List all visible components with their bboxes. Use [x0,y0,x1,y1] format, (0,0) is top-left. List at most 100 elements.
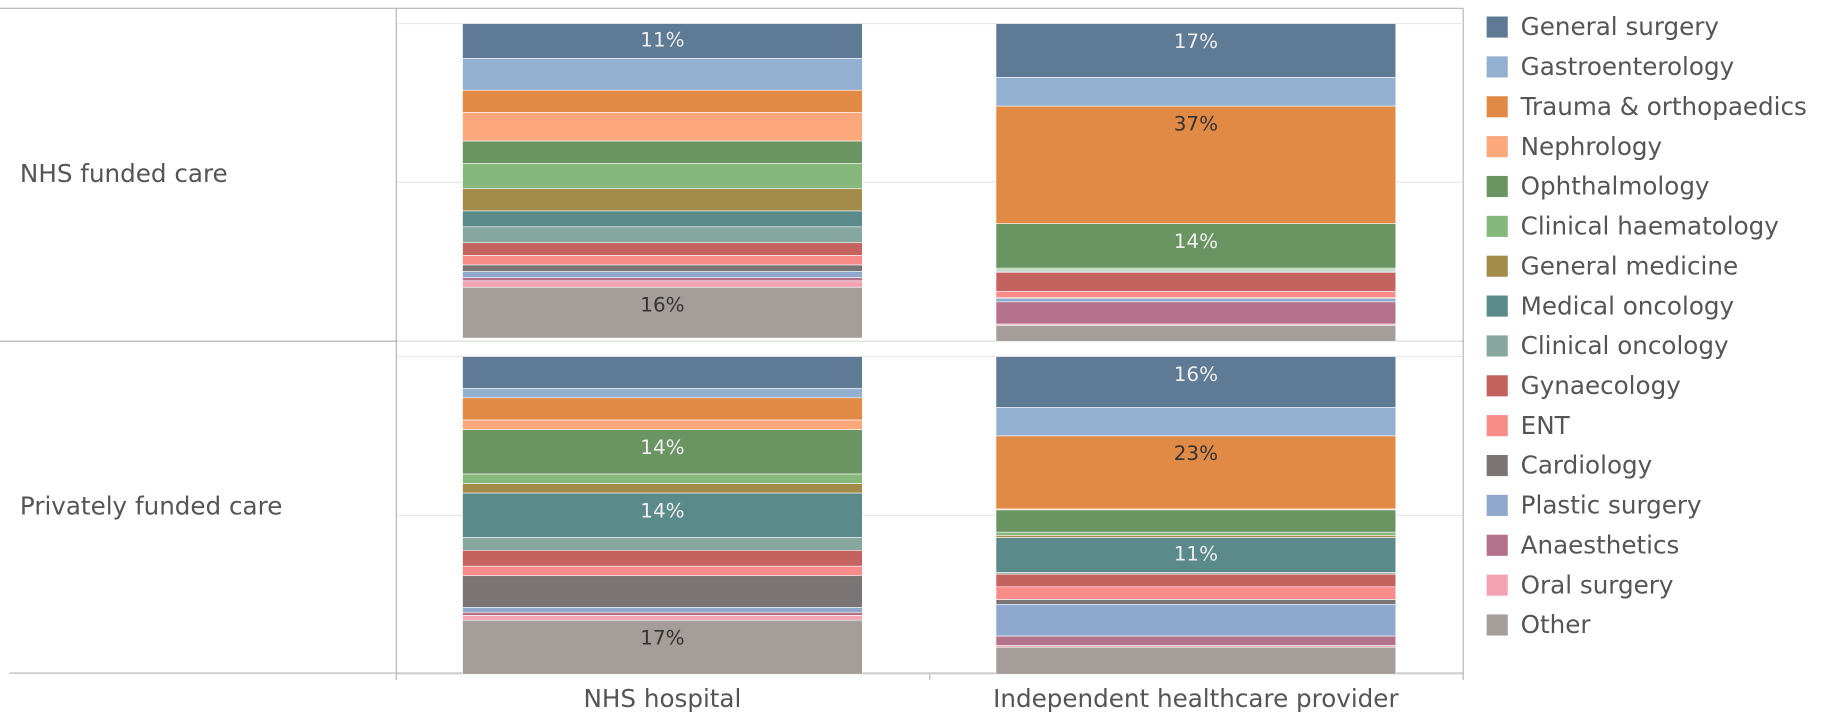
bar-segment [995,325,1397,342]
bar-segment [995,586,1397,600]
bar-segment [462,140,863,164]
legend-label: General surgery [1521,12,1719,41]
bar-segment [462,387,863,399]
bar-segment [462,611,863,616]
bar-segment [995,77,1397,107]
row-label: Privately funded care [20,492,282,521]
legend-swatch [1486,175,1508,198]
legend-label: Nephrology [1521,132,1662,161]
bar-segment [462,619,863,675]
legend-label: Gastroenterology [1521,52,1734,81]
legend-label: Clinical haematology [1521,212,1779,241]
bar-segment [462,112,863,142]
bar-segment [462,58,863,91]
bar-segment [462,473,863,484]
bar-segment [995,291,1397,299]
bar-segment [462,264,863,272]
bar-segment [462,255,863,266]
bar-segment [462,23,863,59]
legend-label: Plastic surgery [1521,491,1702,520]
bar-segment [995,635,1397,646]
legend-swatch [1486,614,1508,636]
legend-swatch [1486,454,1508,477]
legend-label: Trauma & orthopaedics [1520,92,1807,121]
bar-segment [462,226,863,244]
bar-segment [462,419,863,430]
legend-swatch [1486,534,1508,556]
bar-segment [995,105,1397,224]
legend-label: Anaesthetics [1521,530,1680,559]
legend-swatch [1486,96,1508,118]
legend-swatch [1486,255,1508,277]
value-label: 16% [1174,363,1218,386]
row-label: NHS funded care [20,159,228,188]
legend-label: Gynaecology [1521,371,1681,400]
bar-segment [462,615,863,621]
bar-segment [462,210,863,228]
legend-label: ENT [1521,411,1571,440]
value-label: 17% [640,626,684,649]
bar-segment [995,356,1397,408]
legend-swatch [1486,494,1508,516]
bar-segment [995,407,1397,437]
bar-segment [462,188,863,212]
bar-segment [462,607,863,613]
legend-swatch [1486,574,1508,596]
x-tick-label: Independent healthcare provider [993,684,1399,713]
bar-segment [462,286,863,339]
legend-swatch [1486,16,1508,38]
bar-segment [995,537,1397,573]
bar-segment [462,429,863,475]
value-label: 14% [640,499,684,522]
bar-segment [995,573,1397,588]
value-label: 14% [640,436,684,459]
bar-segment [462,483,863,494]
value-label: 37% [1174,112,1218,135]
bar-segment [462,397,863,421]
value-label: 14% [1174,230,1218,253]
bar-segment [462,277,863,282]
bar-segment [995,604,1397,637]
legend-label: Clinical oncology [1521,331,1729,360]
value-label: 11% [1174,543,1218,566]
legend-label: Other [1521,610,1592,639]
bar-segment [462,163,863,190]
bar-segment [995,646,1397,675]
legend-swatch [1486,415,1508,437]
bar-segment [462,271,863,279]
legend-swatch [1486,375,1508,397]
legend-swatch [1486,295,1508,317]
bar-segment [462,280,863,288]
value-label: 23% [1174,442,1218,465]
value-label: 16% [640,294,684,317]
bar-segment [995,599,1397,605]
legend-swatch [1486,335,1508,357]
bar-segment [462,242,863,256]
bar-segment [462,565,863,577]
bar-segment [462,89,863,113]
value-label: 11% [640,29,684,52]
legend-swatch [1486,215,1508,237]
bar-segment [462,537,863,551]
value-label: 17% [1174,30,1218,53]
bar-segment [462,356,863,389]
bar-segment [462,575,863,608]
legend-label: Oral surgery [1521,570,1674,599]
bar-segment [995,509,1397,533]
x-tick-label: NHS hospital [583,684,741,713]
bar-segment [995,535,1397,538]
legend-swatch [1486,136,1508,158]
legend-swatch [1486,56,1508,78]
bar-segment [995,435,1397,510]
legend-label: Cardiology [1521,451,1653,480]
bar-segment [995,272,1397,292]
bar-segment [995,301,1397,325]
bar-segment [462,550,863,567]
bar-segment [995,298,1397,303]
legend-label: General medicine [1521,251,1738,280]
legend-label: Medical oncology [1521,291,1734,320]
bar-segment [995,531,1397,536]
bar-segment [462,492,863,538]
